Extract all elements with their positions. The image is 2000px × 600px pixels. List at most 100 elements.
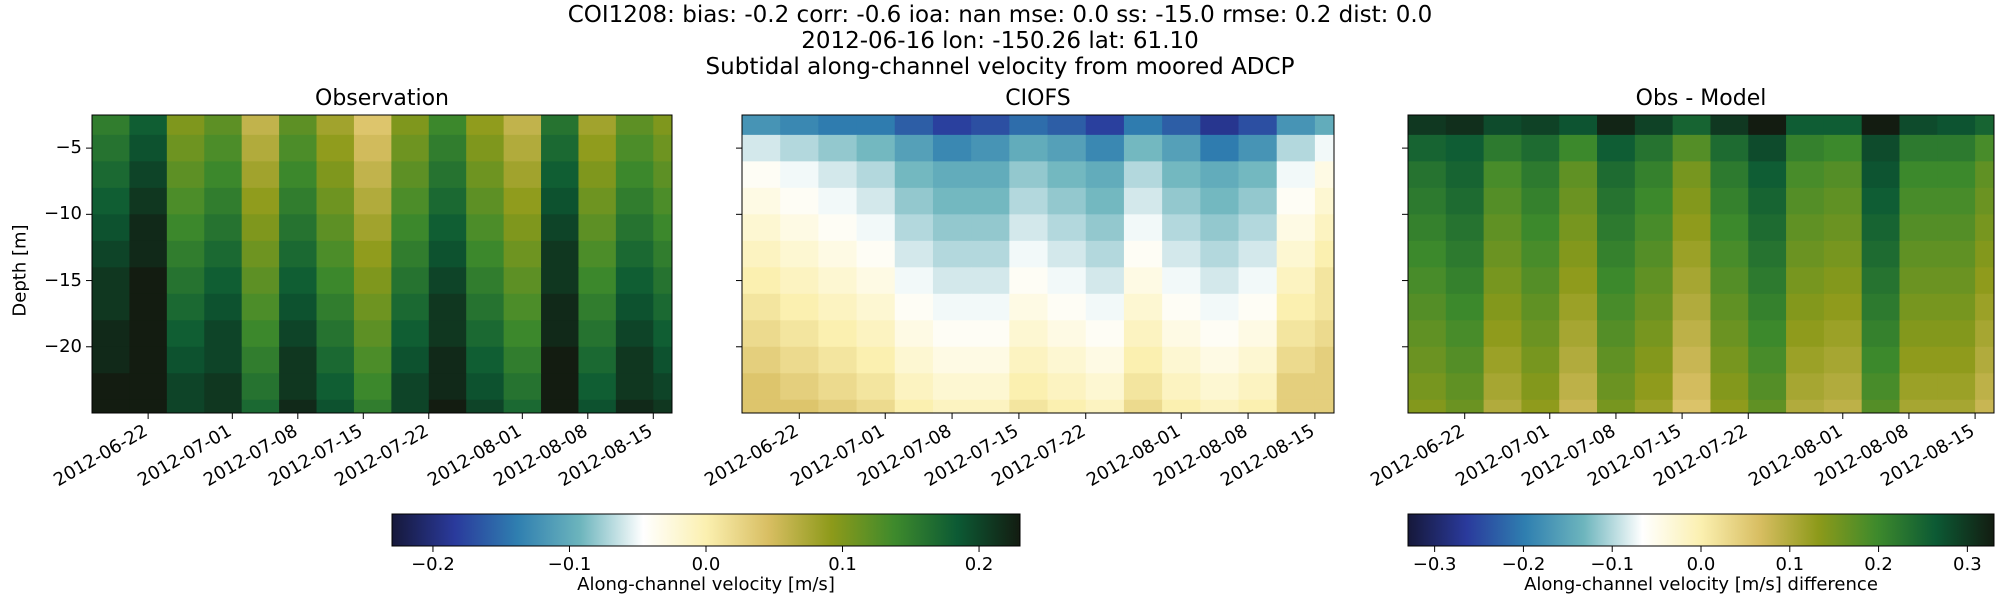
heatmap-cell bbox=[204, 134, 243, 162]
heatmap-cell bbox=[1483, 187, 1522, 215]
heatmap-cell bbox=[1445, 240, 1485, 268]
heatmap-cell bbox=[1559, 320, 1598, 348]
heatmap-cell bbox=[894, 134, 934, 162]
heatmap-cell bbox=[1672, 320, 1711, 348]
heatmap-cell bbox=[1047, 115, 1087, 136]
heatmap-cell bbox=[503, 320, 542, 348]
heatmap-cell bbox=[391, 293, 430, 321]
heatmap-cell bbox=[1238, 161, 1278, 189]
heatmap-cell bbox=[818, 399, 858, 414]
heatmap-cell bbox=[1162, 399, 1201, 414]
heatmap-cell bbox=[541, 267, 579, 295]
heatmap-cell bbox=[541, 161, 579, 189]
heatmap-cell bbox=[92, 115, 130, 136]
heatmap-cell bbox=[1597, 399, 1636, 414]
heatmap-cell bbox=[1559, 161, 1598, 189]
heatmap-cell bbox=[92, 267, 130, 295]
heatmap-cell bbox=[1672, 267, 1711, 295]
heatmap-cell bbox=[818, 293, 858, 321]
heatmap-cell bbox=[653, 267, 673, 295]
heatmap-cell bbox=[1748, 320, 1787, 348]
heatmap-cell bbox=[466, 399, 505, 414]
heatmap-ciofs bbox=[736, 114, 1335, 419]
heatmap-cell bbox=[1408, 115, 1447, 136]
heatmap-cell bbox=[241, 134, 280, 162]
heatmap-cell bbox=[1937, 267, 1976, 295]
header-line-1: COI1208: bias: -0.2 corr: -0.6 ioa: nan … bbox=[567, 2, 1433, 28]
heatmap-cell bbox=[1521, 267, 1560, 295]
heatmap-cell bbox=[894, 187, 934, 215]
heatmap-cell bbox=[1521, 240, 1560, 268]
heatmap-cell bbox=[428, 134, 467, 162]
heatmap-cell bbox=[1276, 399, 1316, 414]
colorbar bbox=[391, 513, 1021, 547]
heatmap-cell bbox=[1314, 240, 1335, 268]
y-tick-label: −5 bbox=[55, 137, 82, 159]
heatmap-cell bbox=[1047, 293, 1087, 321]
heatmap-cell bbox=[1238, 267, 1278, 295]
heatmap-cell bbox=[466, 240, 505, 268]
heatmap-cell bbox=[1975, 134, 1995, 162]
heatmap-cell bbox=[1276, 115, 1316, 136]
heatmap-cell bbox=[818, 240, 858, 268]
heatmap-cell bbox=[1162, 161, 1201, 189]
heatmap-cell bbox=[742, 293, 781, 321]
heatmap-cell bbox=[818, 161, 858, 189]
heatmap-cell bbox=[1597, 115, 1636, 136]
heatmap-cell bbox=[1861, 293, 1900, 321]
heatmap-cell bbox=[316, 293, 355, 321]
heatmap-cell bbox=[1445, 214, 1485, 242]
heatmap-cell bbox=[428, 267, 467, 295]
heatmap-cell bbox=[503, 373, 542, 401]
colorbar-label-velocity: Along-channel velocity [m/s] bbox=[577, 574, 835, 595]
heatmap-cell bbox=[971, 240, 1010, 268]
heatmap-cell bbox=[1085, 346, 1125, 374]
heatmap-cell bbox=[1085, 214, 1125, 242]
heatmap-cell bbox=[932, 320, 972, 348]
heatmap-cell bbox=[1009, 161, 1049, 189]
colorbar-tick-label: −0.2 bbox=[411, 554, 455, 575]
heatmap-cell bbox=[279, 346, 318, 374]
heatmap-cell bbox=[1047, 320, 1087, 348]
heatmap-cell bbox=[971, 115, 1010, 136]
heatmap-cell bbox=[1314, 373, 1335, 401]
heatmap-cell bbox=[466, 115, 505, 136]
heatmap-cell bbox=[1238, 346, 1278, 374]
heatmap-cell bbox=[166, 293, 205, 321]
heatmap-cell bbox=[971, 214, 1010, 242]
heatmap-cell bbox=[1276, 373, 1316, 401]
heatmap-cell bbox=[1314, 320, 1335, 348]
heatmap-cell bbox=[1597, 320, 1636, 348]
colorbar-tick-label: 0.0 bbox=[1686, 554, 1716, 575]
heatmap-cell bbox=[1975, 399, 1995, 414]
heatmap-cell bbox=[1408, 320, 1447, 348]
heatmap-cell bbox=[241, 293, 280, 321]
heatmap-cell bbox=[1634, 399, 1674, 414]
heatmap-cell bbox=[1521, 373, 1560, 401]
heatmap-cell bbox=[166, 320, 205, 348]
heatmap-cell bbox=[894, 399, 934, 414]
heatmap-cell bbox=[391, 373, 430, 401]
heatmap-cell bbox=[503, 214, 542, 242]
heatmap-cell bbox=[129, 115, 168, 136]
heatmap-cell bbox=[971, 161, 1010, 189]
heatmap-cell bbox=[1483, 399, 1522, 414]
heatmap-cell bbox=[204, 240, 243, 268]
heatmap-cell bbox=[129, 293, 168, 321]
heatmap-cell bbox=[1200, 399, 1240, 414]
heatmap-cell bbox=[541, 399, 579, 414]
heatmap-cell bbox=[615, 134, 654, 162]
heatmap-cell bbox=[1123, 134, 1163, 162]
heatmap-cell bbox=[615, 214, 654, 242]
heatmap-cell bbox=[1408, 214, 1447, 242]
heatmap-cell bbox=[780, 399, 819, 414]
heatmap-cell bbox=[894, 267, 934, 295]
heatmap-cell bbox=[1710, 214, 1749, 242]
heatmap-cell bbox=[279, 161, 318, 189]
heatmap-cell bbox=[1559, 373, 1598, 401]
heatmap-cell bbox=[1408, 187, 1447, 215]
heatmap-panels bbox=[86, 114, 1995, 419]
heatmap-cell bbox=[1786, 187, 1825, 215]
heatmap-cell bbox=[503, 346, 542, 374]
heatmap-cell bbox=[578, 373, 617, 401]
